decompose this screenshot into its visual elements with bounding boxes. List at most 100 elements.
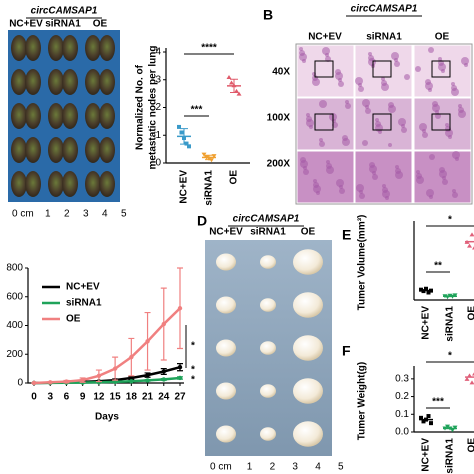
tumor [260, 427, 276, 441]
column-label: siRNA1 [45, 19, 81, 30]
point [234, 88, 239, 93]
histology-spot [428, 47, 434, 53]
histology-spot [319, 141, 325, 147]
y-tick-label: 1 [155, 130, 161, 141]
x-tick-label: OE [467, 438, 474, 453]
zoom-box [431, 113, 451, 131]
x-tick-label: OE [467, 306, 474, 321]
histology-spot [404, 74, 410, 80]
point [429, 421, 433, 426]
tumor [293, 292, 323, 318]
row-label: 40X [272, 67, 290, 78]
lung-lobe [62, 69, 78, 95]
tumor [216, 339, 236, 357]
point [452, 425, 458, 430]
lung-lobe [11, 171, 27, 197]
point [469, 232, 474, 237]
x-tick-label: 3 [47, 392, 53, 403]
tumor [216, 382, 236, 400]
row-label: 100X [267, 113, 291, 124]
column-label: OE [435, 32, 450, 43]
column-label: OE [93, 19, 108, 30]
x-tick-label: NC+EV [421, 438, 432, 472]
point [209, 158, 214, 163]
x-tick-label: 15 [110, 392, 122, 403]
series-line [33, 307, 181, 385]
column-label: siRNA1 [250, 227, 286, 238]
column-label: NC+EV [308, 32, 342, 43]
panel-header: circCAMSAP1 [233, 214, 300, 225]
histology-spot [452, 192, 458, 198]
panel-header: circCAMSAP1 [351, 4, 418, 15]
tumor [216, 296, 236, 314]
x-tick-label: 12 [93, 392, 105, 403]
point [467, 373, 472, 378]
histology-spot [419, 123, 427, 131]
point [184, 141, 189, 146]
histology-spot [336, 179, 344, 187]
error-bar [230, 78, 238, 94]
point [31, 380, 37, 386]
x-tick-label: OE [229, 170, 240, 185]
x-tick-label: NC+EV [421, 306, 432, 340]
histology-spot [401, 127, 407, 133]
point [226, 74, 232, 79]
x-tick-label: NC+EV [179, 170, 190, 204]
significance-label: *** [191, 105, 203, 116]
tumor [216, 253, 236, 271]
lung-lobe [62, 137, 78, 163]
tumor [260, 298, 276, 312]
histology-spot [338, 81, 344, 87]
histology-spot [432, 104, 440, 112]
lung-lobe [99, 103, 115, 129]
lung-lobe [25, 69, 41, 95]
scale-label: 1 [45, 209, 51, 220]
lung-lobe [85, 35, 101, 61]
histology-spot [345, 103, 351, 109]
histology-spot [358, 86, 364, 92]
point [467, 243, 472, 248]
point [426, 290, 431, 295]
x-tick-label: 24 [158, 392, 170, 403]
y-tick-label: 600 [6, 291, 23, 302]
x-tick-label: 0 [31, 392, 37, 403]
scale-label: 2 [270, 462, 276, 473]
histology-spot [342, 138, 350, 146]
histology-spot [425, 82, 433, 90]
point [48, 380, 53, 385]
histology-image [296, 150, 355, 204]
scale-label: 4 [315, 462, 321, 473]
point [64, 379, 69, 384]
x-tick-label: 18 [126, 392, 138, 403]
lung-lobe [62, 103, 78, 129]
histology-spot [388, 143, 392, 147]
lung-lobe [99, 35, 115, 61]
histology-spot [398, 118, 406, 126]
scale-label: 1 [247, 462, 253, 473]
y-tick-label: 0.1 [395, 409, 409, 420]
point [179, 130, 184, 135]
tumor [260, 384, 276, 398]
y-tick-label: 3 [155, 74, 161, 85]
lung-lobe [62, 35, 78, 61]
histology-spot [458, 110, 466, 118]
lung-lobe [48, 137, 64, 163]
y-axis-label: Tumer Volume(mm³) [357, 215, 368, 311]
legend-label: OE [66, 314, 81, 325]
lung-lobe [11, 35, 27, 61]
histology-spot [303, 169, 309, 175]
x-axis-label: Days [95, 412, 119, 423]
histology-spot [395, 171, 403, 179]
row-label: 200X [267, 159, 291, 170]
lung-lobe [62, 171, 78, 197]
tumor [293, 378, 323, 404]
y-axis-label: Normalized No. of [135, 64, 146, 150]
histology-spot [362, 99, 370, 107]
point [96, 373, 102, 379]
histology-spot [429, 195, 433, 199]
x-tick-label: siRNA1 [204, 170, 215, 206]
column-label: OE [301, 227, 316, 238]
histology-spot [356, 184, 364, 192]
histology-spot [441, 69, 445, 73]
y-axis-label: Tumer Weight(g) [357, 362, 368, 441]
